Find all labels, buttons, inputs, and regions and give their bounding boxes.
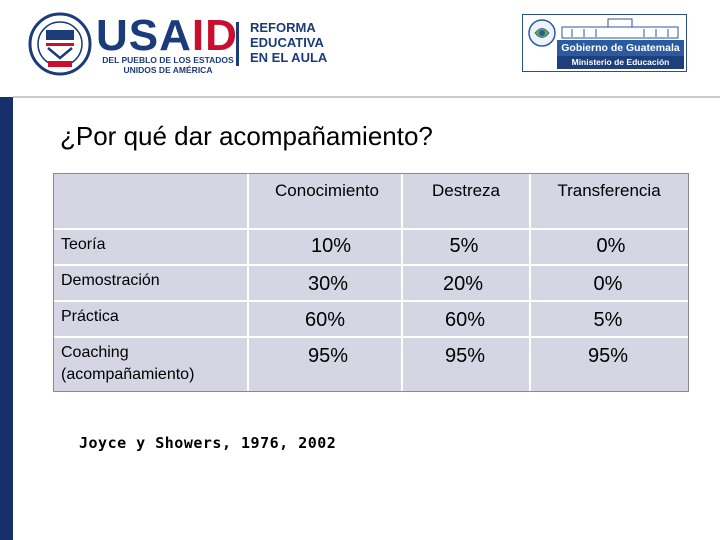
header-row-bg xyxy=(54,174,688,229)
program-name: REFORMA EDUCATIVA EN EL AULA xyxy=(250,20,327,65)
row-label-teoria: Teoría xyxy=(61,236,106,253)
palace-building-icon xyxy=(561,18,679,39)
program-line-1: REFORMA xyxy=(250,20,316,35)
table-border xyxy=(53,173,689,392)
program-line-3: EN EL AULA xyxy=(250,50,328,65)
usaid-word-id: ID xyxy=(191,11,238,60)
row-label-practica: Práctica xyxy=(61,308,119,325)
cell-demostracion-destreza: 20% xyxy=(442,273,484,295)
table-col-rule xyxy=(401,173,403,392)
citation: Joyce y Showers, 1976, 2002 xyxy=(79,434,337,452)
table-rule xyxy=(53,264,689,266)
column-header-destreza: Destreza xyxy=(431,181,501,200)
cell-practica-conocimiento: 60% xyxy=(304,309,346,331)
cell-coaching-conocimiento: 95% xyxy=(307,345,349,367)
cell-coaching-transferencia: 95% xyxy=(587,345,629,367)
table-rule xyxy=(53,336,689,338)
cell-teoria-transferencia: 0% xyxy=(596,235,626,257)
slide-title: ¿Por qué dar acompañamiento? xyxy=(60,121,433,151)
cell-teoria-destreza: 5% xyxy=(449,235,479,257)
left-accent-bar xyxy=(0,97,13,540)
column-header-conocimiento: Conocimiento xyxy=(275,181,379,200)
table-col-rule xyxy=(247,173,249,392)
logo-divider xyxy=(236,22,239,66)
cell-practica-destreza: 60% xyxy=(444,309,486,331)
header-divider xyxy=(13,96,720,98)
cell-demostracion-transferencia: 0% xyxy=(593,273,623,295)
row-label-coaching: Coaching (acompañamiento) xyxy=(61,344,195,383)
body-rows-bg xyxy=(54,229,688,391)
guatemala-emblem-icon xyxy=(528,19,556,47)
cell-demostracion-conocimiento: 30% xyxy=(307,273,349,295)
cell-practica-transferencia: 5% xyxy=(593,309,623,331)
usaid-word-usa: USA xyxy=(96,11,192,60)
ministry-name: Ministerio de Educación xyxy=(557,56,684,69)
usaid-tagline: DEL PUEBLO DE LOS ESTADOS UNIDOS DE AMÉR… xyxy=(102,55,234,75)
government-name: Gobierno de Guatemala xyxy=(557,40,684,56)
program-line-2: EDUCATIVA xyxy=(250,35,324,50)
cell-teoria-conocimiento: 10% xyxy=(310,235,352,257)
row-label-demostracion: Demostración xyxy=(61,272,160,289)
column-header-transferencia: Transferencia xyxy=(557,181,661,200)
coaching-effect-table: Conocimiento Destreza Transferencia Teor… xyxy=(53,173,689,392)
cell-coaching-destreza: 95% xyxy=(444,345,486,367)
usaid-wordmark: USAID xyxy=(96,14,238,58)
table-col-rule xyxy=(529,173,531,392)
table-rule xyxy=(53,228,689,230)
usaid-seal-icon xyxy=(28,12,92,76)
table-rule xyxy=(53,300,689,302)
